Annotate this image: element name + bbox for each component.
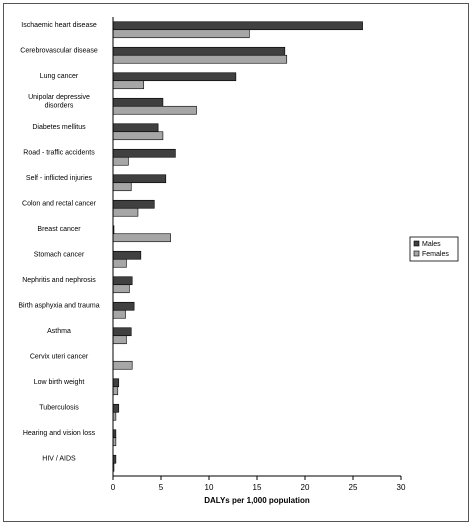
category-label: Breast cancer [37,226,81,233]
bar-males-4 [112,123,159,133]
bar-females-10 [112,284,130,294]
category-label: Stomach cancer [34,251,85,258]
bar-males-9 [112,250,142,260]
bar-males-6 [112,174,167,184]
bar-males-5 [112,148,176,158]
category-label: Birth asphyxia and trauma [18,302,99,309]
bar-males-10 [112,276,133,286]
bar-females-4 [112,131,164,141]
x-axis-title: DALYs per 1,000 population [204,496,310,505]
category-label: Unipolar depressive disorders [28,94,90,110]
category-label: Low birth weight [34,379,85,386]
x-tick-label: 10 [205,483,214,492]
bar-females-11 [112,309,126,319]
legend-label-males: Males [422,241,441,248]
x-tick-label: 0 [111,483,116,492]
bars-group [112,21,363,472]
category-label: Colon and rectal cancer [22,200,97,207]
bar-females-3 [112,105,197,115]
category-label: Asthma [47,328,71,335]
x-tick-label: 20 [301,483,310,492]
x-tick-label: 30 [397,483,406,492]
bar-females-7 [112,207,139,217]
category-label: Hearing and vision loss [23,430,96,437]
legend: Males Females [409,236,459,262]
bar-females-6 [112,182,132,192]
legend-swatch-males [413,240,420,247]
bar-males-3 [112,97,164,107]
bar-females-0 [112,29,250,39]
bar-females-1 [112,54,288,64]
bar-males-2 [112,72,237,82]
category-label: Lung cancer [40,73,79,80]
chart-frame [3,3,469,522]
category-label: Ischaemic heart disease [21,22,97,29]
category-label: Nephritis and nephrosis [22,277,96,284]
x-tick-label: 15 [253,483,262,492]
category-label: Diabetes mellitus [32,124,86,131]
bar-males-1 [112,46,286,56]
bar-males-11 [112,301,135,311]
bar-females-13 [112,360,133,370]
bar-females-8 [112,233,171,243]
category-label: Tuberculosis [39,404,79,411]
category-label: HIV / AIDS [42,455,76,462]
x-tick-label: 5 [159,483,164,492]
bar-females-9 [112,258,127,268]
bar-males-12 [112,327,132,337]
category-labels: Ischaemic heart disease Cerebrovascular d… [18,22,99,463]
bar-females-5 [112,156,129,166]
bar-males-15 [112,403,120,413]
category-label: Road - traffic accidents [23,149,95,156]
bar-females-2 [112,80,145,90]
category-label: Cerebrovascular disease [20,47,98,54]
bar-females-12 [112,335,127,345]
x-tick-label: 25 [349,483,358,492]
legend-swatch-females [413,250,420,257]
category-label: Self - inflicted injuries [26,175,93,182]
legend-label-females: Females [422,251,449,258]
bar-males-7 [112,199,155,209]
bar-males-0 [112,21,363,31]
bar-males-14 [112,378,120,388]
bar-females-14 [112,386,119,396]
x-axis-ticks: 0 5 10 15 20 25 30 [111,476,406,492]
category-label: Cervix uteri cancer [30,353,89,360]
